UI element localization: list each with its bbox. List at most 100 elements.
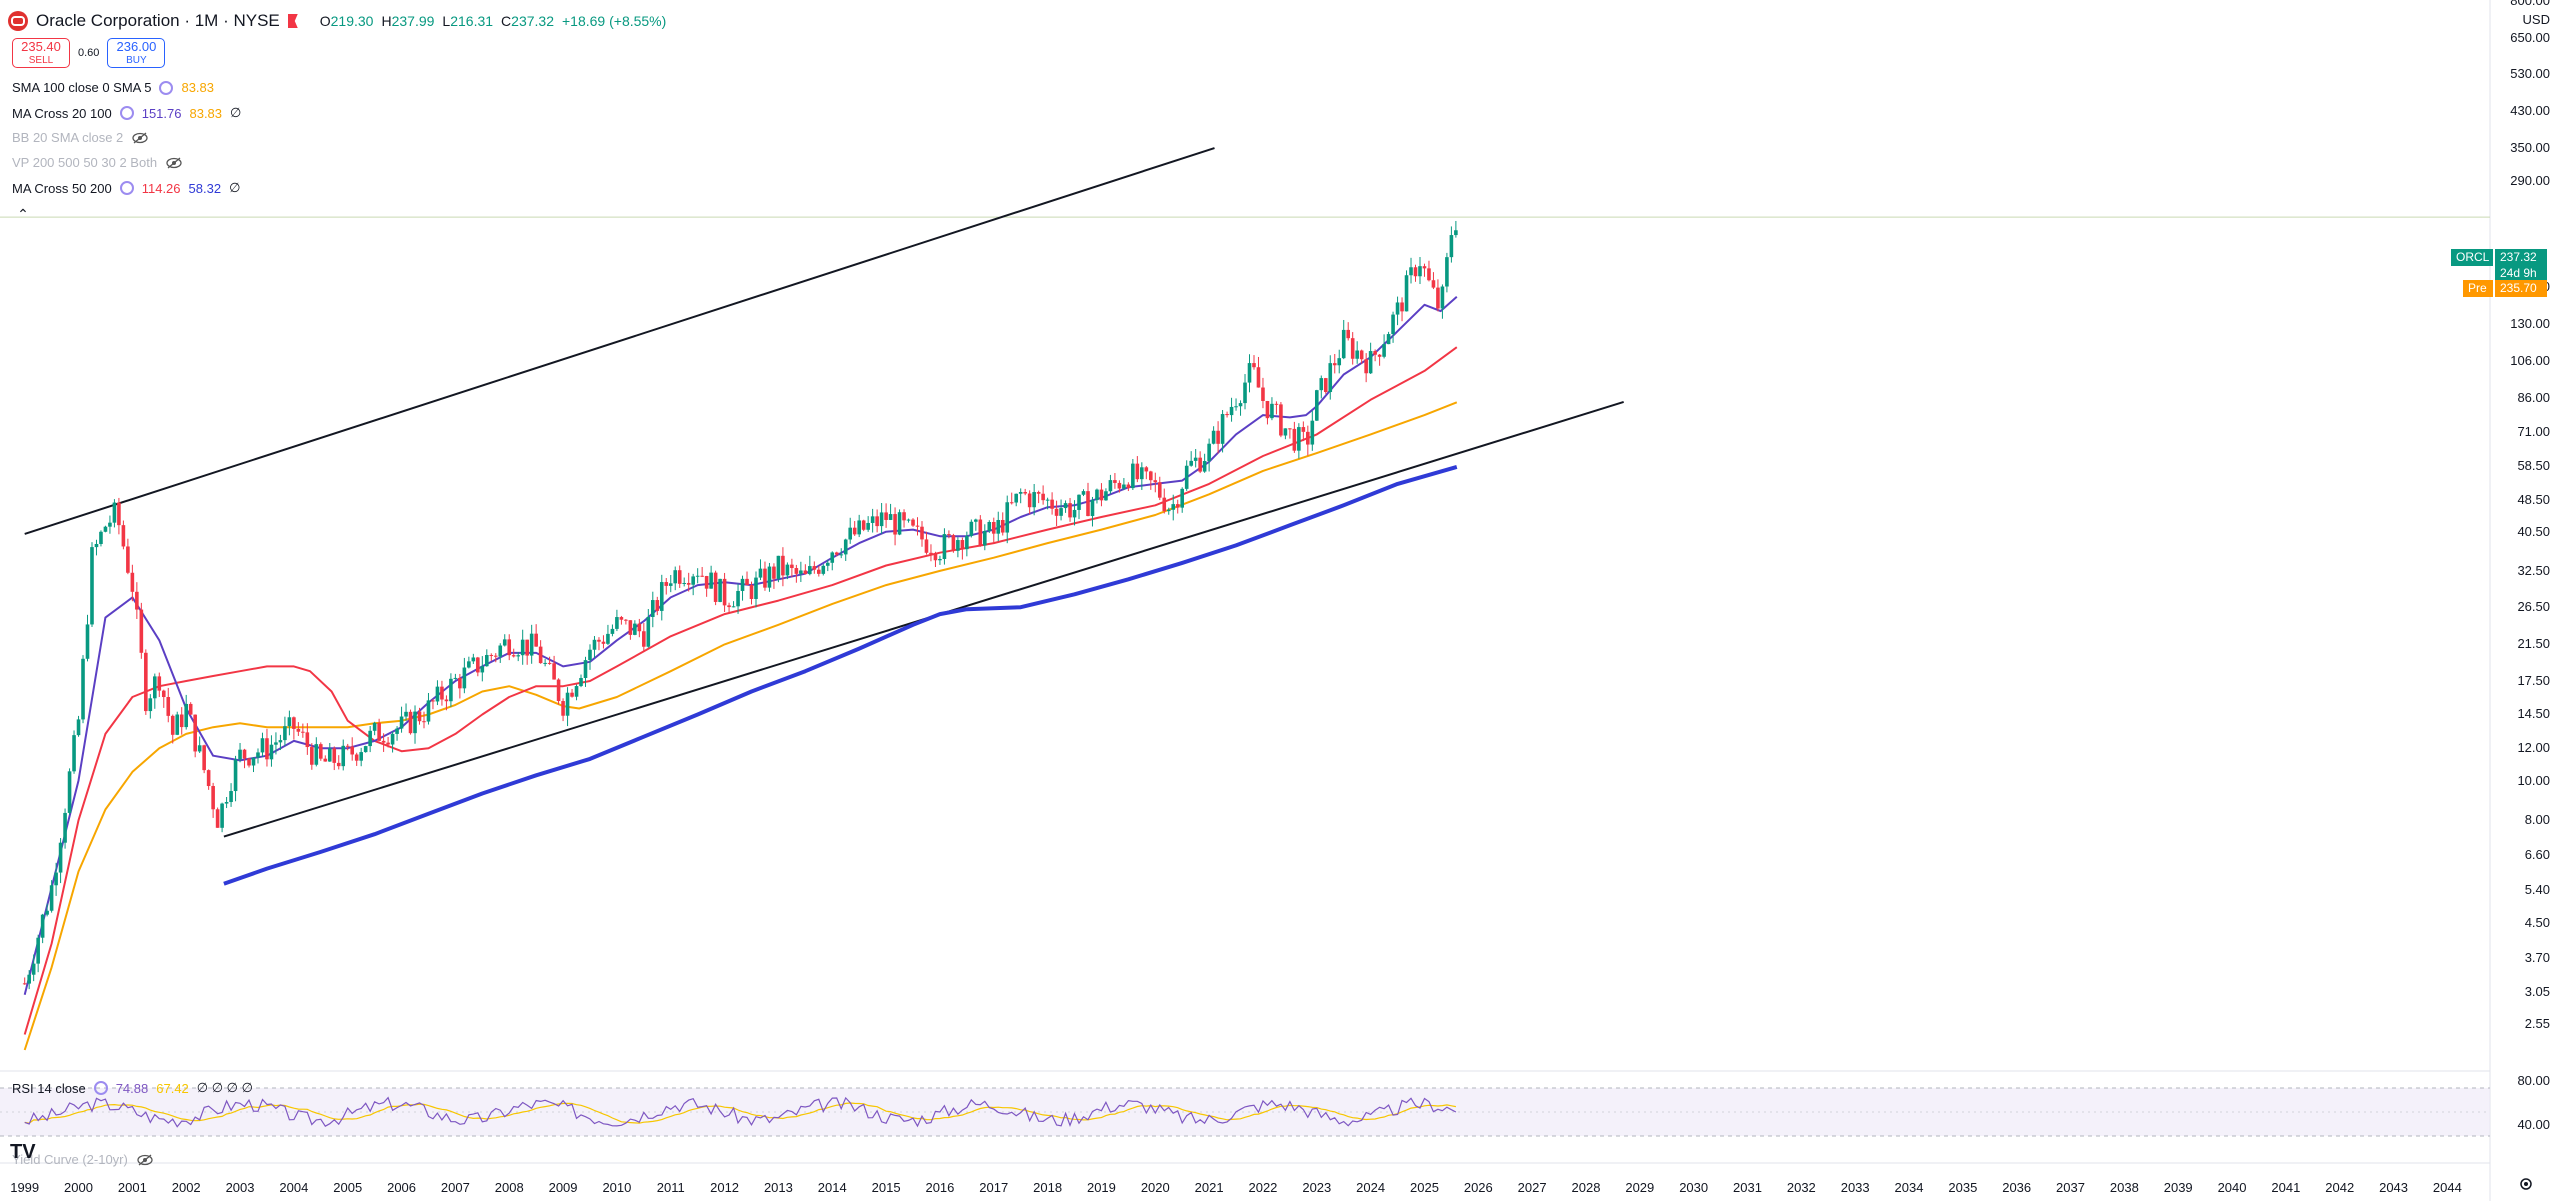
ohlc-readout: O219.30 H237.99 L216.31 C237.32 +18.69 (… (319, 13, 667, 29)
candle-body (296, 728, 301, 732)
candle-body (1337, 358, 1342, 366)
legend-ma-cross-50-200[interactable]: MA Cross 50 200 114.26 58.32 ∅ (12, 180, 240, 196)
settings-icon[interactable] (119, 106, 134, 120)
time-axis-tick: 2031 (1733, 1180, 1762, 1195)
settings-icon[interactable] (119, 181, 134, 195)
currency-label[interactable]: USD (2522, 12, 2550, 27)
candle-body (1099, 489, 1104, 501)
buy-button[interactable]: 236.00 BUY (107, 38, 166, 68)
candle-body (1086, 491, 1090, 517)
candle-body (718, 578, 722, 602)
hidden-eye-icon[interactable] (131, 132, 149, 144)
candle-body (292, 717, 296, 729)
candle-body (1068, 503, 1072, 518)
candle-body (390, 733, 395, 745)
candle-body (682, 582, 687, 584)
candle-body (996, 519, 1001, 534)
pre-label-tag: Pre (2463, 280, 2493, 297)
candle-body (969, 521, 974, 536)
candle-body (646, 616, 651, 647)
candle-body (63, 812, 67, 843)
settings-icon[interactable] (93, 1081, 108, 1095)
candle-body (1225, 414, 1229, 416)
candle-body (1427, 268, 1431, 281)
sell-button[interactable]: 235.40 SELL (12, 38, 70, 68)
candle-body (745, 578, 749, 586)
time-axis-tick: 2015 (871, 1180, 901, 1195)
gear-icon[interactable] (2518, 1176, 2534, 1192)
price-axis-tick: 14.50 (2517, 706, 2550, 722)
candle-body (319, 744, 323, 759)
flag-icon[interactable] (287, 14, 298, 28)
indicator-value: 114.26 (141, 180, 181, 196)
candle-body (848, 527, 853, 540)
rsi-axis-bottom[interactable]: 40.00 (2517, 1117, 2550, 1132)
time-axis-tick: 2023 (1302, 1180, 1332, 1195)
candle-body (161, 690, 166, 698)
symbol-title[interactable]: Oracle Corporation · 1M · NYSE (36, 11, 280, 30)
price-axis-tick: 3.70 (2524, 949, 2550, 965)
candle-body (597, 639, 601, 642)
collapse-legend-icon[interactable]: ⌃ (17, 206, 29, 222)
hidden-eye-icon[interactable] (165, 157, 183, 169)
candle-body (664, 582, 669, 586)
candle-body (220, 803, 224, 828)
candle-body (121, 525, 126, 547)
candle-body (269, 744, 274, 760)
candle-body (229, 791, 233, 803)
candle-body (67, 771, 72, 813)
rsi-axis-top[interactable]: 80.00 (2517, 1073, 2550, 1088)
candle-body (1413, 267, 1418, 277)
candle-body (260, 738, 265, 753)
candle-body (1377, 354, 1382, 357)
candle-body (915, 525, 920, 527)
symbol-header[interactable]: Oracle Corporation · 1M · NYSE O219.30 H… (8, 8, 666, 34)
legend-sma-100[interactable]: SMA 100 close 0 SMA 5 83.83 (12, 80, 214, 95)
price-axis-tick: 4.50 (2524, 914, 2550, 930)
high-value: 237.99 (391, 13, 435, 29)
time-axis-tick: 2021 (1194, 1180, 1224, 1195)
settings-icon[interactable] (159, 80, 174, 95)
candle-body (90, 547, 94, 625)
candle-body (301, 731, 305, 733)
candle-body (655, 600, 660, 611)
candle-body (1404, 275, 1409, 312)
candle-body (1184, 465, 1189, 489)
candle-body (659, 582, 664, 611)
legend-rsi[interactable]: RSI 14 close 74.88 67.42 ∅ ∅ ∅ ∅ (12, 1080, 253, 1096)
candle-body (1328, 363, 1333, 393)
candle-body (552, 663, 556, 680)
time-axis-tick: 2040 (2217, 1180, 2247, 1195)
candle-body (507, 639, 512, 656)
candle-body (579, 677, 583, 687)
time-axis-tick: 2014 (817, 1180, 847, 1195)
tradingview-logo-icon[interactable]: TV (10, 1141, 36, 1163)
change-value: +18.69 (+8.55%) (562, 13, 667, 29)
legend-bb[interactable]: BB 20 SMA close 2 (12, 130, 149, 145)
time-axis-tick: 2042 (2325, 1180, 2355, 1195)
candle-body (987, 521, 992, 531)
time-axis-tick: 2026 (1463, 1180, 1493, 1195)
candle-body (238, 749, 242, 760)
countdown-tag: 24d 9h (2495, 265, 2547, 282)
candle-body (619, 617, 624, 620)
candle-body (1009, 502, 1014, 504)
candle-body (1256, 367, 1261, 388)
candle-body (1077, 494, 1081, 510)
candle-body (1391, 314, 1395, 335)
null-icon: ∅ (229, 180, 241, 195)
candle-body (85, 624, 90, 659)
candle-body (763, 568, 767, 588)
candle-body (188, 703, 193, 715)
candle-body (538, 646, 543, 664)
legend-yield-curve[interactable]: Yield Curve (2-10yr) (12, 1152, 154, 1167)
legend-vp[interactable]: VP 200 500 50 30 2 Both (12, 155, 183, 170)
indicator-value: 83.83 (189, 105, 223, 121)
hidden-eye-icon[interactable] (136, 1154, 154, 1166)
candle-body (1140, 467, 1144, 480)
candle-body (449, 678, 453, 702)
candle-body (1131, 463, 1135, 489)
legend-ma-cross-20-100[interactable]: MA Cross 20 100 151.76 83.83 ∅ (12, 105, 241, 121)
candle-body (489, 654, 494, 656)
